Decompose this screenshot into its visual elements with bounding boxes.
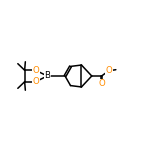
Text: O: O bbox=[98, 79, 105, 88]
Text: B: B bbox=[44, 71, 50, 81]
Text: O: O bbox=[32, 66, 39, 75]
Text: O: O bbox=[32, 77, 39, 86]
Text: O: O bbox=[105, 66, 112, 75]
